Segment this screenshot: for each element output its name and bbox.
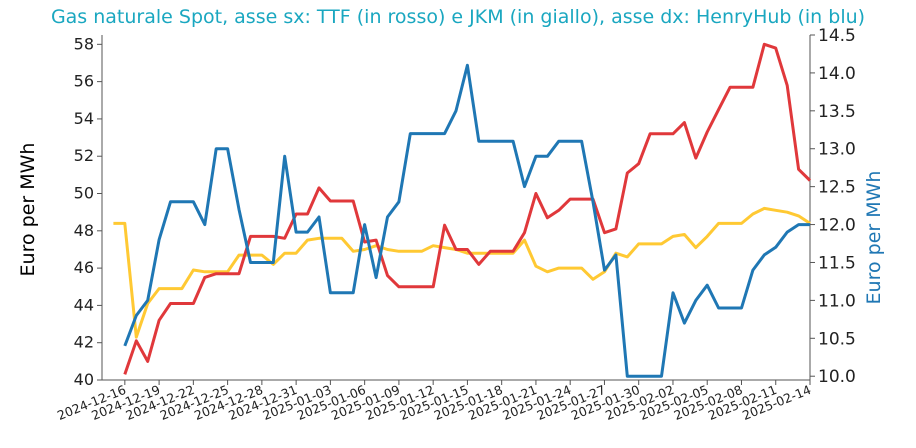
y-axis-label-left: Euro per MWh xyxy=(17,143,39,277)
left-tick-label: 50 xyxy=(74,184,94,203)
series-line-jkm xyxy=(113,206,811,339)
right-tick-label: 13.0 xyxy=(818,140,856,160)
chart-title: Gas naturale Spot, asse sx: TTF (in ross… xyxy=(50,6,866,28)
right-tick-label: 14.0 xyxy=(818,64,856,84)
right-tick-label: 13.5 xyxy=(818,102,856,122)
left-tick-label: 44 xyxy=(74,295,94,314)
right-tick-label: 14.5 xyxy=(818,26,856,46)
series-line-henryhub xyxy=(123,63,810,378)
y-axis-label-right: Euro per MWh xyxy=(863,171,885,305)
left-tick-label: 42 xyxy=(74,333,94,352)
left-tick-label: 46 xyxy=(74,258,94,277)
right-tick-label: 10.0 xyxy=(818,367,856,387)
left-tick-label: 58 xyxy=(74,34,94,53)
right-tick-label: 11.0 xyxy=(818,291,856,311)
left-tick-label: 48 xyxy=(74,221,94,240)
right-tick-label: 12.5 xyxy=(818,178,856,198)
left-tick-label: 52 xyxy=(74,146,94,165)
right-tick-label: 11.5 xyxy=(818,253,856,273)
left-tick-label: 54 xyxy=(74,109,94,128)
left-tick-label: 56 xyxy=(74,72,94,91)
left-tick-label: 40 xyxy=(74,370,94,389)
right-tick-label: 10.5 xyxy=(818,329,856,349)
series-line-ttf xyxy=(123,42,812,375)
right-tick-label: 12.0 xyxy=(818,216,856,236)
